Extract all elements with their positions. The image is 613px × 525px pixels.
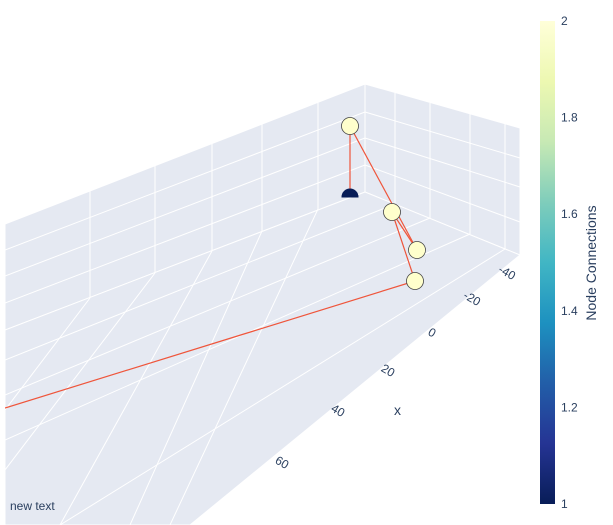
grid-line	[5, 233, 471, 441]
grid-line	[5, 137, 366, 277]
edge-line	[5, 280, 416, 409]
floor-plane	[5, 191, 521, 525]
grid-line	[364, 111, 521, 159]
colorbar-tick-label: 2	[561, 14, 568, 28]
grid-line	[169, 208, 319, 525]
x-tick-label: 20	[379, 361, 398, 380]
colorbar-tick-label: 1.8	[561, 111, 578, 125]
node-marker[interactable]	[341, 188, 359, 198]
node-marker[interactable]	[383, 203, 401, 221]
grid-line	[59, 248, 506, 525]
colorbar-gradient	[540, 21, 555, 504]
colorbar-tick-label: 1.2	[561, 400, 578, 414]
nodes	[341, 117, 426, 290]
grid-line	[5, 203, 396, 361]
x-tick-label: 60	[273, 453, 292, 472]
x-tick-label: 40	[329, 401, 348, 420]
colorbar: 1 1.2 1.4 1.6 1.8 2 Node Connections	[540, 14, 599, 511]
gridlines	[5, 93, 521, 525]
node-marker[interactable]	[341, 117, 359, 135]
colorbar-ticks: 1 1.2 1.4 1.6 1.8 2	[561, 14, 578, 511]
grid-line	[59, 250, 213, 525]
edge-line	[391, 211, 416, 282]
grid-line	[5, 217, 431, 396]
colorbar-title: Node Connections	[583, 205, 599, 320]
edge-line	[349, 125, 418, 251]
grid-line	[5, 297, 91, 411]
grid-line	[364, 137, 521, 188]
x-axis-title: x	[394, 402, 401, 418]
node-marker[interactable]	[408, 241, 426, 259]
colorbar-tick-label: 1.4	[561, 304, 578, 318]
colorbar-tick-label: 1	[561, 497, 568, 511]
colorbar-tick-label: 1.6	[561, 207, 578, 221]
scene[interactable]	[5, 83, 521, 525]
grid-line	[129, 230, 263, 525]
node-marker[interactable]	[406, 272, 424, 290]
grid-line	[5, 272, 156, 471]
annotation-text: new text	[10, 499, 55, 513]
grid-line	[364, 164, 521, 223]
grid-line	[5, 111, 366, 251]
grid-line	[5, 164, 366, 304]
